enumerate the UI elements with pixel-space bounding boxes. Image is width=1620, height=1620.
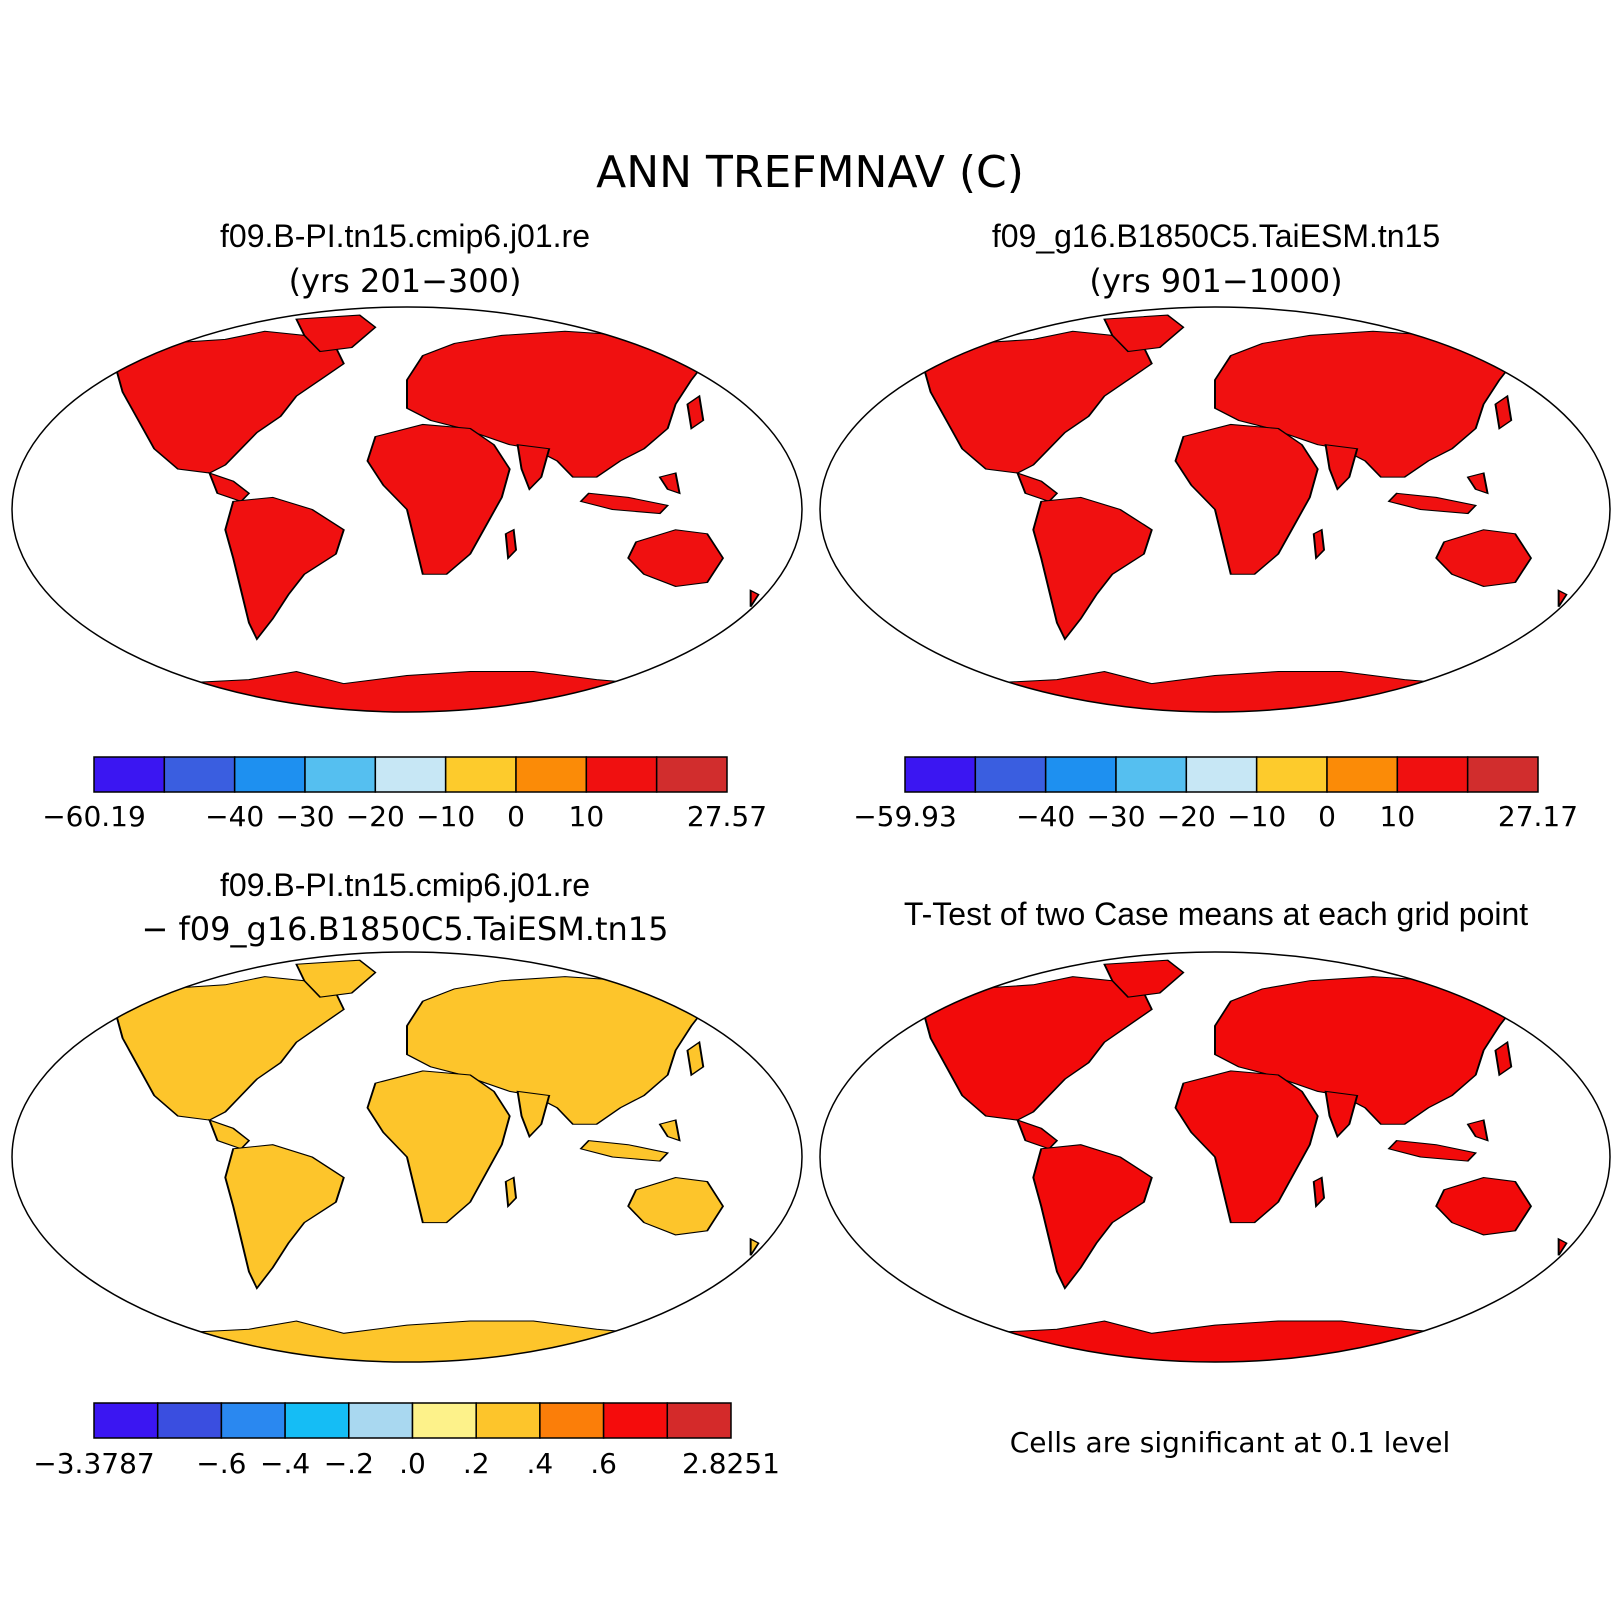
- colorbar-swatch: [1466, 756, 1539, 793]
- colorbar-swatch: [585, 756, 658, 793]
- colorbar-tick-label: −.2: [324, 1447, 374, 1480]
- colorbar-swatch: [1396, 756, 1469, 793]
- significance-note: Cells are significant at 0.1 level: [1010, 1426, 1451, 1459]
- map-outline: [11, 951, 803, 1363]
- colorbar-swatch: [515, 756, 588, 793]
- panel-ttest: T-Test of two Case means at each grid po…: [819, 896, 1611, 1459]
- colorbar-tick-label: 10: [1380, 800, 1416, 833]
- colorbar-tick-label: −30: [1086, 800, 1145, 833]
- colorbar-swatch: [220, 1402, 286, 1439]
- panel-case-title: f09_g16.B1850C5.TaiESM.tn15: [992, 218, 1440, 254]
- panel-diff: f09.B-PI.tn15.cmip6.j01.re − f09_g16.B185…: [11, 867, 803, 1480]
- panel-subtitle: − f09_g16.B1850C5.TaiESM.tn15: [141, 910, 668, 948]
- colorbar-swatch: [163, 756, 236, 793]
- colorbar-swatch: [475, 1402, 541, 1439]
- map-case2: [820, 307, 1610, 712]
- panel-subtitle: (yrs 901−1000): [1089, 262, 1342, 300]
- map-ttest: [820, 952, 1610, 1362]
- colorbar-tick-label: −40: [205, 800, 264, 833]
- colorbar-tick-label: −10: [1227, 800, 1286, 833]
- colorbar-tick-label: −.4: [260, 1447, 310, 1480]
- colorbar-swatch: [233, 756, 306, 793]
- colorbar-swatch: [93, 1402, 159, 1439]
- colorbar-tick-label: 2.8251: [682, 1447, 780, 1480]
- colorbar: −59.93 −40 −30 −20 −10 0 10 27.17: [853, 756, 1578, 833]
- colorbar-swatch: [411, 1402, 477, 1439]
- map-outline: [819, 951, 1611, 1363]
- colorbar-swatch: [1255, 756, 1328, 793]
- colorbar-swatch: [666, 1402, 732, 1439]
- panel-subtitle: (yrs 201−300): [289, 262, 522, 300]
- colorbar-tick-label: 10: [569, 800, 605, 833]
- figure-title: ANN TREFMNAV (C): [596, 147, 1024, 198]
- colorbar-swatch: [602, 1402, 669, 1439]
- colorbar-swatch: [1115, 756, 1188, 793]
- colorbar-tick-label: −60.19: [42, 800, 146, 833]
- colorbar-swatch: [284, 1402, 350, 1439]
- panel-case-title: f09.B-PI.tn15.cmip6.j01.re: [220, 867, 590, 903]
- colorbar-swatch: [539, 1402, 605, 1439]
- colorbar-swatch: [1044, 756, 1117, 793]
- colorbar-tick-label: −.6: [196, 1447, 246, 1480]
- colorbar-tick-label: −10: [416, 800, 475, 833]
- colorbar-tick-label: 27.57: [687, 800, 767, 833]
- colorbar-tick-label: 0: [1318, 800, 1336, 833]
- colorbar-tick-label: −30: [275, 800, 334, 833]
- panel-case1: f09.B-PI.tn15.cmip6.j01.re (yrs 201−300) −…: [11, 218, 803, 833]
- colorbar-swatch: [904, 756, 977, 793]
- colorbar-swatch: [444, 756, 517, 793]
- colorbar-swatch: [1185, 756, 1258, 793]
- panel-case2: f09_g16.B1850C5.TaiESM.tn15 (yrs 901−1000…: [819, 218, 1611, 833]
- map-case1: [12, 307, 802, 712]
- map-outline: [11, 306, 803, 713]
- colorbar-swatch: [1326, 756, 1399, 793]
- colorbar-tick-label: 27.17: [1498, 800, 1578, 833]
- map-diff: [12, 952, 802, 1362]
- colorbar-tick-label: .4: [527, 1447, 554, 1480]
- colorbar-swatch: [655, 756, 728, 793]
- colorbar-swatch: [348, 1402, 414, 1439]
- colorbar: −3.3787 −.6 −.4 −.2 .0 .2 .4 .6 2.8251: [33, 1402, 780, 1480]
- colorbar-swatch: [304, 756, 377, 793]
- colorbar-tick-label: −20: [1157, 800, 1216, 833]
- colorbar-swatch: [974, 756, 1047, 793]
- colorbar-tick-label: −20: [346, 800, 405, 833]
- colorbar-swatch: [374, 756, 447, 793]
- colorbar-tick-label: .0: [399, 1447, 426, 1480]
- colorbar-swatch: [93, 756, 166, 793]
- colorbar-tick-label: −59.93: [853, 800, 957, 833]
- panel-case-title: T-Test of two Case means at each grid po…: [904, 896, 1528, 932]
- colorbar-tick-label: 0: [507, 800, 525, 833]
- colorbar-tick-label: .6: [590, 1447, 617, 1480]
- colorbar-tick-label: −40: [1016, 800, 1075, 833]
- colorbar-swatch: [156, 1402, 223, 1439]
- colorbar-tick-label: −3.3787: [33, 1447, 154, 1480]
- colorbar: −60.19 −40 −30 −20 −10 0 10 27.57: [42, 756, 767, 833]
- colorbar-tick-label: .2: [463, 1447, 490, 1480]
- panel-case-title: f09.B-PI.tn15.cmip6.j01.re: [220, 218, 590, 254]
- map-outline: [819, 306, 1611, 713]
